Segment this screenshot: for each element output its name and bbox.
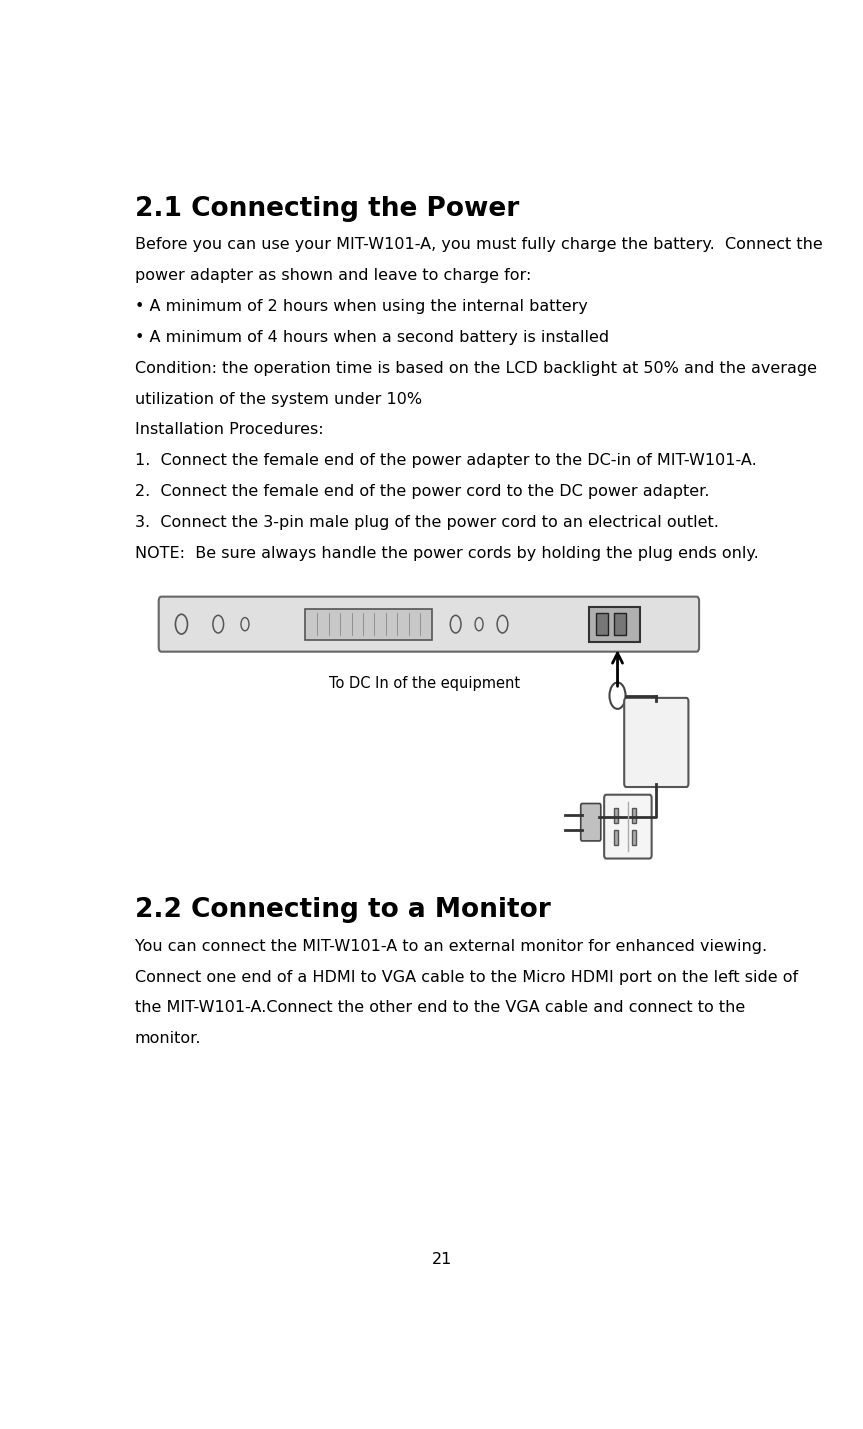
Text: You can connect the MIT-W101-A to an external monitor for enhanced viewing.: You can connect the MIT-W101-A to an ext… — [135, 939, 766, 953]
Text: utilization of the system under 10%: utilization of the system under 10% — [135, 392, 422, 406]
Text: Before you can use your MIT-W101-A, you must fully charge the battery.  Connect : Before you can use your MIT-W101-A, you … — [135, 237, 822, 253]
Text: power adapter as shown and leave to charge for:: power adapter as shown and leave to char… — [135, 269, 531, 283]
FancyBboxPatch shape — [624, 697, 689, 787]
Bar — [589, 606, 639, 642]
FancyBboxPatch shape — [581, 803, 601, 840]
Text: 2.1 Connecting the Power: 2.1 Connecting the Power — [135, 196, 519, 221]
Bar — [596, 613, 608, 634]
Text: NOTE:  Be sure always handle the power cords by holding the plug ends only.: NOTE: Be sure always handle the power co… — [135, 546, 759, 560]
Bar — [633, 807, 636, 823]
FancyBboxPatch shape — [604, 795, 652, 859]
Text: • A minimum of 2 hours when using the internal battery: • A minimum of 2 hours when using the in… — [135, 299, 588, 314]
Text: 1.  Connect the female end of the power adapter to the DC-in of MIT-W101-A.: 1. Connect the female end of the power a… — [135, 453, 756, 469]
Text: the MIT-W101-A.Connect the other end to the VGA cable and connect to the: the MIT-W101-A.Connect the other end to … — [135, 1000, 745, 1016]
Bar — [306, 609, 432, 640]
Text: Condition: the operation time is based on the LCD backlight at 50% and the avera: Condition: the operation time is based o… — [135, 360, 816, 376]
Text: 21: 21 — [432, 1252, 452, 1268]
Text: 3.  Connect the 3-pin male plug of the power cord to an electrical outlet.: 3. Connect the 3-pin male plug of the po… — [135, 514, 719, 530]
Text: • A minimum of 4 hours when a second battery is installed: • A minimum of 4 hours when a second bat… — [135, 330, 608, 344]
Bar — [614, 807, 618, 823]
Text: Connect one end of a HDMI to VGA cable to the Micro HDMI port on the left side o: Connect one end of a HDMI to VGA cable t… — [135, 970, 797, 985]
Text: monitor.: monitor. — [135, 1032, 201, 1046]
Text: 2.  Connect the female end of the power cord to the DC power adapter.: 2. Connect the female end of the power c… — [135, 484, 709, 499]
Text: 2.2 Connecting to a Monitor: 2.2 Connecting to a Monitor — [135, 897, 551, 923]
Bar — [633, 830, 636, 846]
Bar — [614, 613, 627, 634]
FancyBboxPatch shape — [159, 597, 699, 652]
Text: To DC In of the equipment: To DC In of the equipment — [329, 676, 520, 690]
Text: Installation Procedures:: Installation Procedures: — [135, 423, 324, 437]
Bar — [614, 830, 618, 846]
